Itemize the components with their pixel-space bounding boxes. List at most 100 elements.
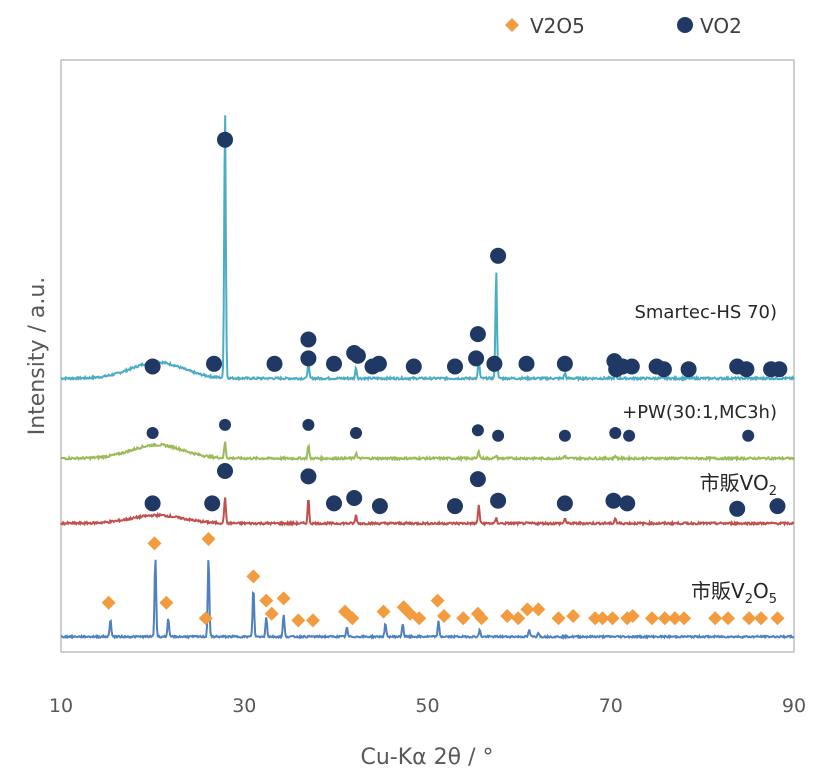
vo2-circle-marker <box>371 498 388 515</box>
v2o5-diamond-marker <box>474 611 489 626</box>
v2o5-diamond-marker <box>742 611 757 626</box>
v2o5-diamond-marker <box>625 609 640 623</box>
v2o5-diamond-marker <box>430 593 445 608</box>
vo2-circle-marker <box>370 355 387 372</box>
vo2-circle-marker <box>623 429 636 442</box>
vo2-circle-marker <box>468 350 485 367</box>
vo2-circle-marker <box>447 358 463 375</box>
vo2-circle-marker <box>300 331 317 348</box>
vo2-circle-marker <box>204 495 221 512</box>
v2o5-diamond-marker <box>159 595 174 610</box>
v2o5-diamond-marker <box>412 611 427 626</box>
v2o5-diamond-marker <box>511 611 526 626</box>
v2o5-diamond-marker <box>456 611 471 626</box>
vo2-circle-marker <box>518 355 535 372</box>
vo2-circle-marker <box>738 361 755 378</box>
x-tick-label: 50 <box>415 695 439 717</box>
vo2-circle-marker <box>266 355 283 372</box>
v2o5-diamond-marker <box>276 591 291 606</box>
series-layer <box>60 115 795 641</box>
v2o5-diamond-marker <box>531 602 546 617</box>
vo2-circle-marker <box>217 131 233 148</box>
v2o5-diamond-marker <box>595 611 610 626</box>
vo2-circle-marker <box>490 492 507 509</box>
v2o5-diamond-marker <box>708 611 723 626</box>
vo2-circle-marker <box>490 247 507 264</box>
x-tick-label: 90 <box>782 695 806 717</box>
v2o5-diamond-marker <box>305 613 320 628</box>
vo2-circle-marker <box>655 361 672 378</box>
v2o5-diamond-marker <box>436 609 451 623</box>
vo2-circle-marker <box>405 358 422 375</box>
vo2-circle-marker <box>447 498 463 515</box>
x-tick-label: 70 <box>599 695 623 717</box>
vo2-circle-marker <box>302 418 315 431</box>
vo2-circle-marker <box>144 358 161 375</box>
vo2-circle-marker <box>146 427 159 439</box>
vo2-circle-marker <box>469 326 486 343</box>
x-axis-ticks: 10 30 50 70 90 <box>49 695 806 717</box>
vo2-circle-marker <box>206 355 222 372</box>
x-tick-label: 30 <box>232 695 256 717</box>
vo2-circle-marker <box>609 427 622 439</box>
vo2-circle-marker <box>556 495 573 512</box>
v2o5-diamond-marker <box>147 536 162 551</box>
legend-v2o5-diamond-icon <box>505 18 519 32</box>
series-line-3 <box>60 559 795 641</box>
vo2-circle-marker <box>605 492 622 509</box>
v2o5-diamond-marker <box>657 611 672 626</box>
v2o5-diamond-marker <box>101 595 116 610</box>
v2o5-diamond-marker <box>566 609 581 623</box>
legend-v2o5-label: V2O5 <box>530 14 585 38</box>
vo2-circle-marker <box>144 495 161 512</box>
series-line-1 <box>60 441 795 463</box>
marker-layer <box>101 131 788 628</box>
vo2-circle-marker <box>742 429 755 442</box>
x-axis-title: Cu-Kα 2θ / ° <box>360 745 493 770</box>
v2o5-diamond-marker <box>754 611 769 626</box>
v2o5-diamond-marker <box>551 611 566 626</box>
v2o5-diamond-marker <box>264 606 279 621</box>
series-label-pw: +PW(30:1,MC3h) <box>622 402 777 423</box>
v2o5-diamond-marker <box>520 602 535 617</box>
vo2-circle-marker <box>486 355 503 372</box>
vo2-circle-marker <box>326 355 342 372</box>
vo2-circle-marker <box>300 350 317 367</box>
v2o5-diamond-marker <box>259 593 274 608</box>
vo2-circle-marker <box>558 429 571 442</box>
vo2-circle-marker <box>219 418 231 431</box>
v2o5-diamond-marker <box>677 611 692 626</box>
vo2-circle-marker <box>729 500 746 517</box>
legend: V2O5 VO2 <box>505 14 742 38</box>
vo2-circle-marker <box>769 498 786 515</box>
series-line-0 <box>60 115 795 383</box>
y-axis-title: Intensity / a.u. <box>25 277 50 436</box>
v2o5-diamond-marker <box>345 611 360 626</box>
v2o5-diamond-marker <box>291 613 306 628</box>
vo2-circle-marker <box>623 358 640 375</box>
vo2-circle-marker <box>680 361 697 378</box>
v2o5-diamond-marker <box>605 611 620 626</box>
series-label-commercial-v2o5: 市販V2O5 <box>691 579 777 607</box>
vo2-circle-marker <box>471 424 484 437</box>
v2o5-diamond-marker <box>721 611 736 626</box>
vo2-circle-marker <box>492 429 505 442</box>
v2o5-diamond-marker <box>588 611 603 626</box>
x-tick-label: 10 <box>49 695 73 717</box>
vo2-circle-marker <box>217 463 233 479</box>
vo2-circle-marker <box>556 355 573 372</box>
vo2-circle-marker <box>771 361 788 378</box>
vo2-circle-marker <box>326 495 342 512</box>
vo2-circle-marker <box>346 490 363 506</box>
v2o5-diamond-marker <box>198 611 213 626</box>
series-label-commercial-vo2: 市販VO2 <box>700 471 777 499</box>
legend-vo2-circle-icon <box>677 17 693 33</box>
plot-frame <box>60 59 795 653</box>
vo2-circle-marker <box>469 471 486 488</box>
v2o5-diamond-marker <box>770 611 785 626</box>
legend-vo2-label: VO2 <box>700 14 742 38</box>
v2o5-diamond-marker <box>644 611 659 626</box>
series-labels: Smartec-HS 70) +PW(30:1,MC3h) 市販VO2 市販V2… <box>622 302 777 607</box>
v2o5-diamond-marker <box>500 609 515 623</box>
